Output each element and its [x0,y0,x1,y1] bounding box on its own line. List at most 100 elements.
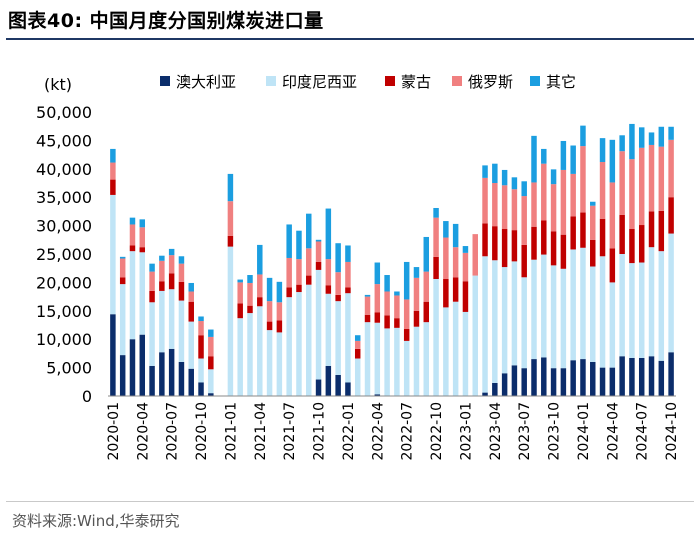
bar-segment-2020-05-s0 [149,365,155,396]
x-tick-label: 2021-04 [253,402,269,461]
bar-segment-2023-07-s2 [521,244,527,278]
bar-segment-2024-07-s4 [638,127,645,148]
bar-segment-2022-05-s1 [384,328,390,396]
bar-segment-2024-09-s2 [658,210,665,252]
x-tick-label: 2024-01 [576,402,592,461]
bar-segment-2023-05-s2 [501,229,508,268]
bar-segment-2024-05-s2 [619,214,625,254]
bar-segment-2022-02-s3 [354,340,361,349]
y-tick-label: 45,000 [36,131,92,150]
bar-segment-2023-04-s2 [492,226,498,261]
bar-segment-2021-10-s0 [315,379,322,396]
bar-segment-2023-10-s1 [550,265,557,369]
bar-segment-2023-05-s1 [501,267,508,374]
bar-segment-2022-01-s1 [345,293,351,383]
bar-segment-2020-08-s1 [178,300,185,362]
x-tick-label: 2023-10 [547,402,563,461]
bar-segment-2020-10-s1 [198,358,204,383]
bar-segment-2022-03-s4 [364,294,371,297]
x-tick-label: 2022-10 [429,402,445,461]
bar-segment-2023-06-s4 [511,177,518,190]
bar-segment-2023-11-s0 [560,368,567,396]
bar-segment-2022-06-s4 [394,291,400,296]
bar-segment-2023-12-s0 [570,360,576,396]
bar-segment-2024-09-s1 [658,251,665,361]
y-tick-label: 30,000 [36,217,92,236]
chart-figure-title: 图表40: 中国月度分国别煤炭进口量 [8,10,324,32]
bar-segment-2024-03-s0 [599,367,606,396]
legend-swatch-2 [385,76,395,86]
bar-segment-2020-02-s4 [119,256,126,259]
x-tick-label: 2020-07 [165,402,181,461]
bar-segment-2021-11-s2 [325,285,332,294]
bar-segment-2022-01-s0 [345,382,351,396]
bar-segment-2020-03-s3 [129,224,136,246]
bar-segment-2024-07-s3 [638,147,645,226]
bar-segment-2023-06-s1 [511,261,518,366]
bar-segment-2024-10-s2 [668,197,674,234]
x-tick-label: 2024-10 [664,402,680,461]
bar-segment-2024-08-s4 [648,132,655,145]
bar-segment-2024-06-s4 [629,123,635,160]
bar-segment-2021-09-s2 [306,275,312,285]
bar-segment-2022-01-s3 [345,261,351,288]
bar-segment-2023-11-s3 [560,169,567,235]
bar-segment-2024-04-s4 [609,139,616,183]
bar-segment-2022-07-s4 [403,261,410,300]
bar-segment-2024-08-s0 [648,356,655,396]
bar-segment-2024-04-s1 [609,282,616,368]
bar-segment-2021-08-s4 [296,230,302,260]
bar-segment-2024-01-s4 [580,125,586,147]
bar-segment-2021-11-s0 [325,365,332,396]
x-tick-label: 2021-01 [223,402,239,461]
bar-segment-2023-11-s2 [560,234,567,269]
bar-segment-2021-03-s4 [247,275,253,283]
legend-swatch-3 [452,76,462,86]
bar-segment-2021-06-s3 [276,302,283,321]
bar-segment-2024-01-s1 [580,247,586,360]
bar-segment-2023-06-s2 [511,230,518,262]
bar-segment-2020-10-s3 [198,321,204,336]
bar-segment-2024-06-s2 [629,229,635,264]
bar-segment-2024-05-s4 [619,135,625,152]
legend-swatch-1 [266,76,276,86]
bar-segment-2021-11-s3 [325,259,332,286]
bar-segment-2020-04-s1 [139,252,146,335]
bar-segment-2022-04-s3 [374,284,381,313]
bar-segment-2023-03-s2 [482,223,488,257]
x-tick-label: 2023-07 [517,402,533,461]
bar-segment-2021-09-s4 [306,213,312,249]
bar-segment-2021-03-s3 [247,282,253,306]
bar-segment-2022-07-s3 [403,299,410,329]
bar-segment-2022-12-s2 [452,277,459,302]
bar-segment-2020-02-s3 [119,258,126,278]
bar-segment-2023-03-s3 [482,177,488,224]
bar-segment-2021-08-s3 [296,259,302,285]
bar-segment-2020-03-s1 [129,251,136,340]
bar-segment-2023-09-s4 [541,148,547,164]
bar-segment-2021-06-s4 [276,281,283,303]
bar-segment-2021-05-s3 [266,301,273,322]
bar-segment-2023-12-s2 [570,216,576,250]
bar-segment-2021-03-s2 [247,305,253,314]
bar-segment-2022-01-s4 [345,245,351,262]
x-tick-label: 2024-07 [635,402,651,461]
bar-segment-2021-04-s1 [257,306,263,396]
bar-segment-2020-05-s4 [149,263,155,272]
bar-segment-2024-09-s4 [658,126,665,147]
bar-segment-2022-09-s4 [423,236,430,272]
x-tick-label: 2020-04 [135,402,151,461]
bar-segment-2021-12-s1 [335,301,341,375]
bar-segment-2024-02-s4 [590,201,596,206]
bar-segment-2020-08-s0 [178,361,185,396]
x-tick-label: 2021-10 [312,402,328,461]
bar-segment-2023-08-s3 [531,182,537,227]
bar-segment-2021-03-s1 [247,313,253,396]
bar-segment-2023-08-s4 [531,135,537,183]
bar-segment-2022-05-s3 [384,291,390,316]
bar-segment-2022-11-s4 [443,221,449,238]
bar-segment-2020-04-s2 [139,247,146,253]
bar-segment-2021-10-s3 [315,241,322,262]
bar-segment-2024-01-s2 [580,212,586,248]
bar-segment-2020-09-s4 [188,282,194,292]
